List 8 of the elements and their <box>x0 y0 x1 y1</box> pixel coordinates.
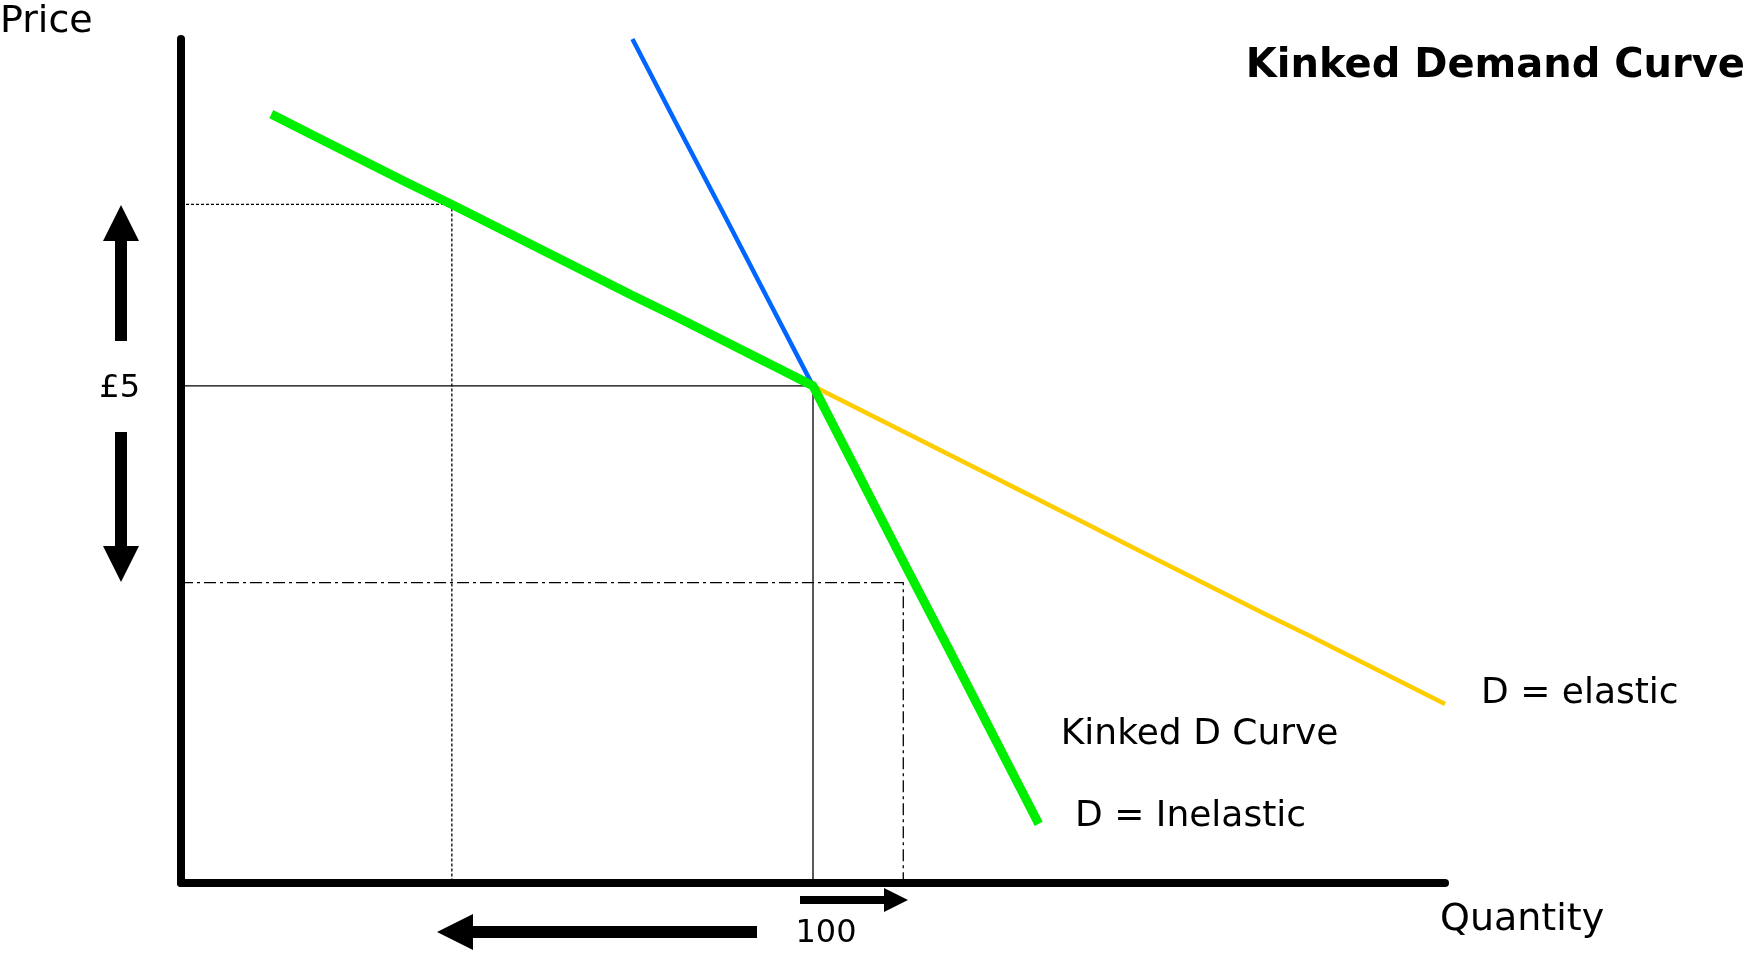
series-label: D = elastic <box>1481 669 1679 711</box>
chart-title: Kinked Demand Curve <box>1245 40 1745 86</box>
text: £5 <box>99 367 140 405</box>
y-axis-title: Price <box>0 0 93 41</box>
series-label: Kinked D Curve <box>1060 711 1339 753</box>
text: 100 <box>795 912 857 950</box>
annotation: D = Inelastic <box>1075 792 1307 834</box>
x-axis-title: Quantity <box>1440 895 1605 939</box>
